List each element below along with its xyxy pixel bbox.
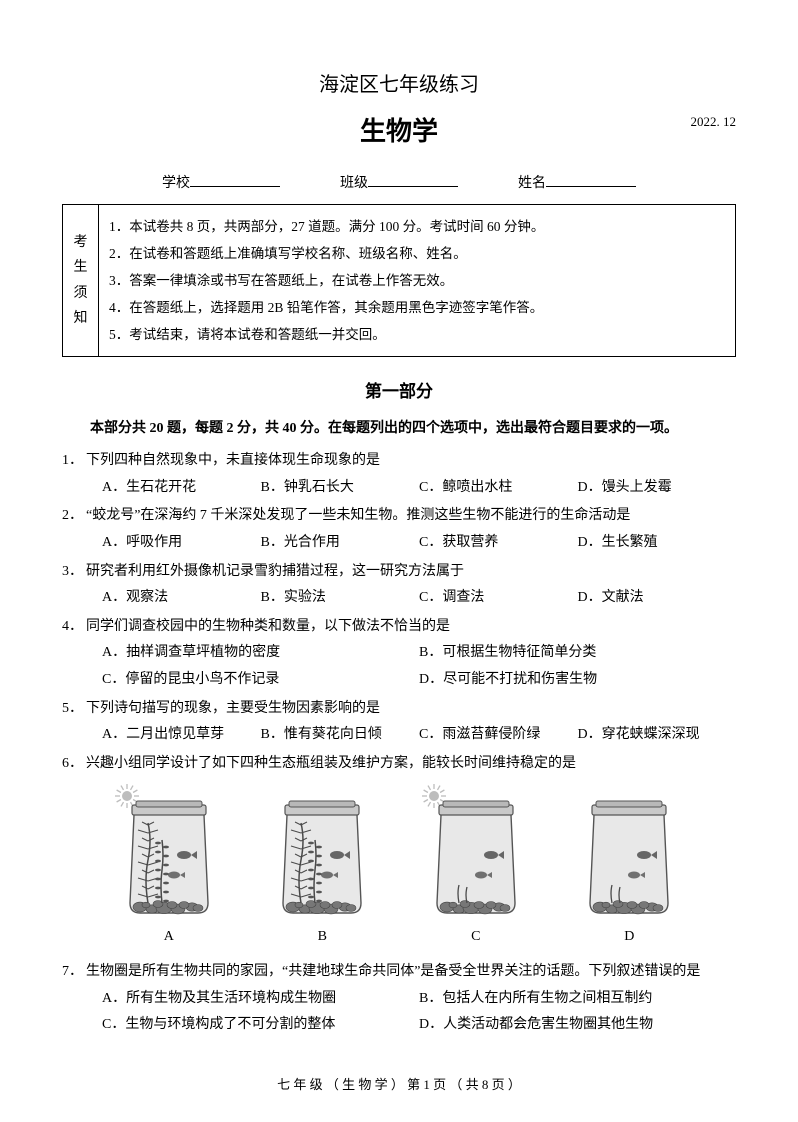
option[interactable]: B．包括人在内所有生物之间相互制约 [419, 986, 736, 1013]
question-options: A．抽样调查草坪植物的密度B．可根据生物特征简单分类C．停留的昆虫小鸟不作记录D… [62, 640, 736, 693]
notice-side-char: 考 [74, 230, 88, 255]
option[interactable]: C．鲸喷出水柱 [419, 475, 578, 502]
question-2: 2．“蛟龙号”在深海约 7 千米深处发现了一些未知生物。推测这些生物不能进行的生… [62, 503, 736, 556]
option[interactable]: A．生石花开花 [102, 475, 261, 502]
questions-container: 1．下列四种自然现象中，未直接体现生命现象的是A．生石花开花B．钟乳石长大C．鲸… [62, 448, 736, 1039]
name-field: 姓名 [518, 173, 636, 194]
page-title: 海淀区七年级练习 [62, 70, 736, 100]
q6-figures-row: A B C D [62, 777, 736, 957]
option[interactable]: B．实验法 [261, 585, 420, 612]
question-stem: 3．研究者利用红外摄像机记录雪豹捕猎过程，这一研究方法属于 [62, 559, 736, 586]
notice-box: 考 生 须 知 1．本试卷共 8 页，共两部分，27 道题。满分 100 分。考… [62, 204, 736, 357]
question-3: 3．研究者利用红外摄像机记录雪豹捕猎过程，这一研究方法属于A．观察法B．实验法C… [62, 559, 736, 612]
jar-label: D [624, 924, 634, 951]
question-stem: 6．兴趣小组同学设计了如下四种生态瓶组装及维护方案，能较长时间维持稳定的是 [62, 751, 736, 778]
option[interactable]: D．尽可能不打扰和伤害生物 [419, 667, 736, 694]
notice-side-char: 生 [74, 255, 88, 280]
question-stem: 1．下列四种自然现象中，未直接体现生命现象的是 [62, 448, 736, 475]
option[interactable]: B．光合作用 [261, 530, 420, 557]
notice-side-char: 知 [74, 306, 88, 331]
question-number: 1． [62, 448, 86, 475]
class-input-line[interactable] [368, 173, 458, 187]
school-input-line[interactable] [190, 173, 280, 187]
question-4: 4．同学们调查校园中的生物种类和数量，以下做法不恰当的是A．抽样调查草坪植物的密… [62, 614, 736, 694]
notice-line: 4．在答题纸上，选择题用 2B 铅笔作答，其余题用黑色字迹签字笔作答。 [109, 294, 725, 321]
option[interactable]: C．获取营养 [419, 530, 578, 557]
question-options: A．观察法B．实验法C．调查法D．文献法 [62, 585, 736, 612]
notice-content: 1．本试卷共 8 页，共两部分，27 道题。满分 100 分。考试时间 60 分… [99, 205, 735, 356]
question-stem: 4．同学们调查校园中的生物种类和数量，以下做法不恰当的是 [62, 614, 736, 641]
option[interactable]: D．文献法 [578, 585, 737, 612]
question-number: 2． [62, 503, 86, 530]
class-label: 班级 [340, 173, 368, 194]
option[interactable]: A．呼吸作用 [102, 530, 261, 557]
option[interactable]: D．馒头上发霉 [578, 475, 737, 502]
question-stem: 2．“蛟龙号”在深海约 7 千米深处发现了一些未知生物。推测这些生物不能进行的生… [62, 503, 736, 530]
question-number: 6． [62, 751, 86, 778]
jar-label: C [471, 924, 480, 951]
question-text: 生物圈是所有生物共同的家园，“共建地球生命共同体”是备受全世界关注的话题。下列叙… [86, 959, 700, 986]
notice-side-char: 须 [74, 281, 88, 306]
student-info-row: 学校 班级 姓名 [62, 173, 736, 194]
question-text: 研究者利用红外摄像机记录雪豹捕猎过程，这一研究方法属于 [86, 559, 464, 586]
jar-label: B [318, 924, 327, 951]
question-6: 6．兴趣小组同学设计了如下四种生态瓶组装及维护方案，能较长时间维持稳定的是 A B C… [62, 751, 736, 957]
name-label: 姓名 [518, 173, 546, 194]
question-5: 5．下列诗句描写的现象，主要受生物因素影响的是A．二月出惊见草芽B．惟有葵花向日… [62, 696, 736, 749]
exam-date: 2022. 12 [691, 112, 737, 132]
section-1-intro: 本部分共 20 题，每题 2 分，共 40 分。在每题列出的四个选项中，选出最符… [62, 417, 736, 441]
option[interactable]: B．钟乳石长大 [261, 475, 420, 502]
option[interactable]: A．二月出惊见草芽 [102, 722, 261, 749]
question-options: A．所有生物及其生活环境构成生物圈B．包括人在内所有生物之间相互制约C．生物与环… [62, 986, 736, 1039]
question-7: 7．生物圈是所有生物共同的家园，“共建地球生命共同体”是备受全世界关注的话题。下… [62, 959, 736, 1039]
option[interactable]: C．调查法 [419, 585, 578, 612]
jar-option-B[interactable]: B [267, 785, 377, 951]
question-options: A．呼吸作用B．光合作用C．获取营养D．生长繁殖 [62, 530, 736, 557]
option[interactable]: D．人类活动都会危害生物圈其他生物 [419, 1012, 736, 1039]
school-field: 学校 [162, 173, 280, 194]
subject-row: 生物学 2022. 12 [62, 112, 736, 151]
jar-option-C[interactable]: C [421, 785, 531, 951]
option[interactable]: C．雨滋苔藓侵阶绿 [419, 722, 578, 749]
question-number: 4． [62, 614, 86, 641]
option[interactable]: C．停留的昆虫小鸟不作记录 [102, 667, 419, 694]
section-1-title: 第一部分 [62, 379, 736, 405]
option[interactable]: C．生物与环境构成了不可分割的整体 [102, 1012, 419, 1039]
notice-line: 1．本试卷共 8 页，共两部分，27 道题。满分 100 分。考试时间 60 分… [109, 213, 725, 240]
jar-label: A [164, 924, 174, 951]
question-stem: 7．生物圈是所有生物共同的家园，“共建地球生命共同体”是备受全世界关注的话题。下… [62, 959, 736, 986]
question-number: 3． [62, 559, 86, 586]
jar-option-A[interactable]: A [114, 785, 224, 951]
question-text: 下列诗句描写的现象，主要受生物因素影响的是 [86, 696, 380, 723]
name-input-line[interactable] [546, 173, 636, 187]
question-options: A．生石花开花B．钟乳石长大C．鲸喷出水柱D．馒头上发霉 [62, 475, 736, 502]
question-stem: 5．下列诗句描写的现象，主要受生物因素影响的是 [62, 696, 736, 723]
jar-option-D[interactable]: D [574, 785, 684, 951]
option[interactable]: B．惟有葵花向日倾 [261, 722, 420, 749]
page-footer: 七 年 级 （ 生 物 学 ） 第 1 页 （ 共 8 页 ） [0, 1075, 798, 1095]
question-text: 下列四种自然现象中，未直接体现生命现象的是 [86, 448, 380, 475]
option[interactable]: D．穿花蛱蝶深深现 [578, 722, 737, 749]
notice-line: 2．在试卷和答题纸上准确填写学校名称、班级名称、姓名。 [109, 240, 725, 267]
notice-line: 3．答案一律填涂或书写在答题纸上，在试卷上作答无效。 [109, 267, 725, 294]
option[interactable]: D．生长繁殖 [578, 530, 737, 557]
notice-line: 5．考试结束，请将本试卷和答题纸一并交回。 [109, 321, 725, 348]
class-field: 班级 [340, 173, 458, 194]
school-label: 学校 [162, 173, 190, 194]
option[interactable]: B．可根据生物特征简单分类 [419, 640, 736, 667]
option[interactable]: A．抽样调查草坪植物的密度 [102, 640, 419, 667]
question-number: 5． [62, 696, 86, 723]
question-text: 同学们调查校园中的生物种类和数量，以下做法不恰当的是 [86, 614, 450, 641]
option[interactable]: A．所有生物及其生活环境构成生物圈 [102, 986, 419, 1013]
question-1: 1．下列四种自然现象中，未直接体现生命现象的是A．生石花开花B．钟乳石长大C．鲸… [62, 448, 736, 501]
subject-heading: 生物学 [360, 112, 438, 151]
question-text: 兴趣小组同学设计了如下四种生态瓶组装及维护方案，能较长时间维持稳定的是 [86, 751, 576, 778]
question-text: “蛟龙号”在深海约 7 千米深处发现了一些未知生物。推测这些生物不能进行的生命活… [86, 503, 630, 530]
question-number: 7． [62, 959, 86, 986]
option[interactable]: A．观察法 [102, 585, 261, 612]
question-options: A．二月出惊见草芽B．惟有葵花向日倾C．雨滋苔藓侵阶绿D．穿花蛱蝶深深现 [62, 722, 736, 749]
notice-side-label: 考 生 须 知 [63, 205, 99, 356]
